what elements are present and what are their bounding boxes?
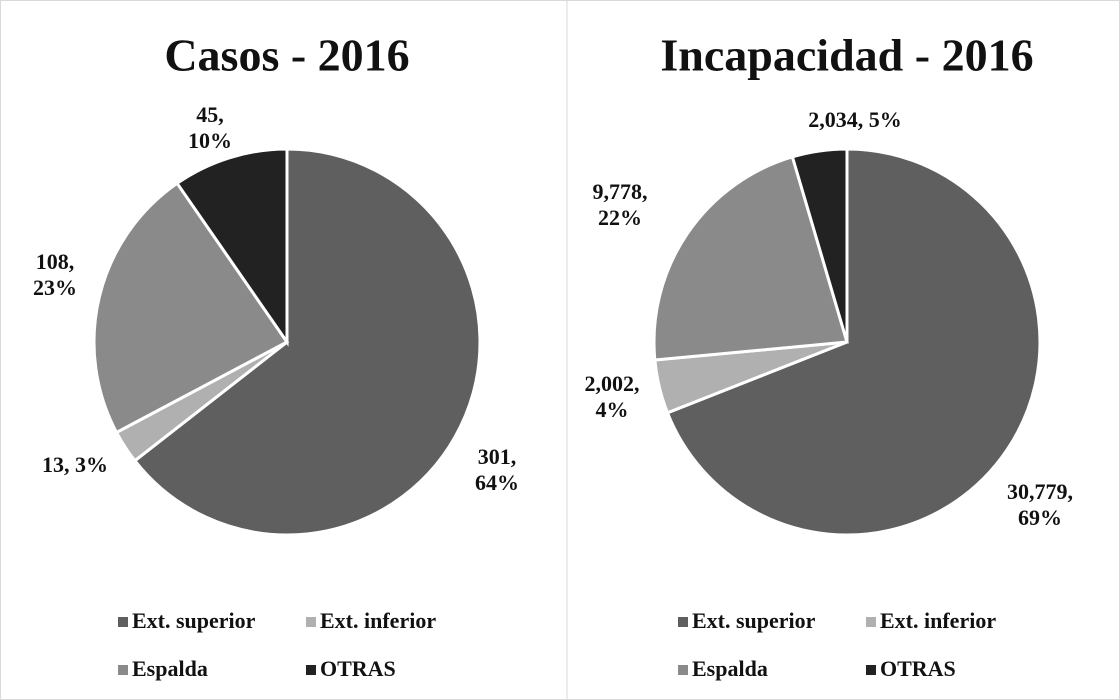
legend-swatch — [866, 665, 876, 675]
legend-swatch — [866, 617, 876, 627]
chart-title: Casos - 2016 — [164, 30, 409, 81]
pie-slice — [132, 147, 482, 537]
legend-label: Espalda — [132, 656, 208, 681]
pie-slice — [790, 147, 849, 343]
pie-slice — [665, 147, 1042, 537]
pie-slice — [92, 181, 290, 435]
pie-slice — [652, 155, 849, 362]
legend-label: Ext. inferior — [880, 608, 996, 633]
pie-slice — [175, 147, 289, 347]
data-label: 2,002, 4% — [584, 371, 640, 422]
data-label: 9,778, 22% — [592, 179, 648, 230]
data-label: 30,779, 69% — [1007, 479, 1073, 530]
legend-swatch — [118, 617, 128, 627]
legend-label: Espalda — [692, 656, 768, 681]
chart-title: Incapacidad - 2016 — [660, 30, 1033, 81]
legend-swatch — [678, 665, 688, 675]
legend-label: OTRAS — [320, 656, 396, 681]
data-label: 45, 10% — [188, 102, 232, 153]
data-label: 2,034, 5% — [808, 107, 902, 132]
data-label: 301, 64% — [475, 444, 519, 495]
legend-swatch — [678, 617, 688, 627]
data-label: 108, 23% — [33, 249, 77, 300]
data-label: 13, 3% — [42, 452, 108, 477]
legend-swatch — [118, 665, 128, 675]
legend-swatch — [306, 665, 316, 675]
legend-label: Ext. superior — [692, 608, 816, 633]
legend-swatch — [306, 617, 316, 627]
legend-label: OTRAS — [880, 656, 956, 681]
legend-label: Ext. superior — [132, 608, 256, 633]
legend-label: Ext. inferior — [320, 608, 436, 633]
